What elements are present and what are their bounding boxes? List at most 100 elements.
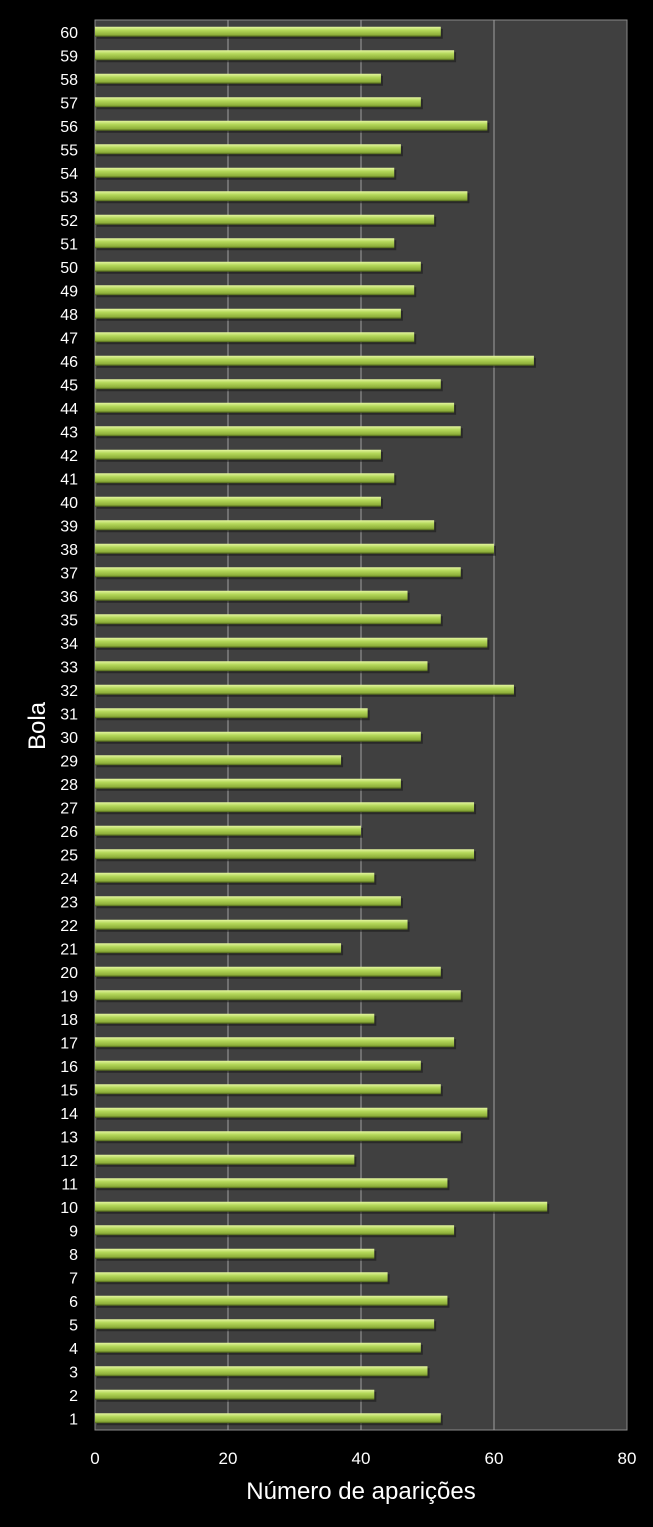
bar-10 xyxy=(95,1201,548,1212)
y-tick-label: 11 xyxy=(61,1176,78,1193)
y-tick-label: 27 xyxy=(60,800,78,817)
y-tick-label: 16 xyxy=(60,1059,78,1076)
bar-39 xyxy=(95,520,435,531)
bar-38 xyxy=(95,543,494,554)
bar-29 xyxy=(95,755,342,766)
bar-35 xyxy=(95,614,441,625)
y-tick-label: 43 xyxy=(60,424,78,441)
y-tick-label: 13 xyxy=(60,1129,78,1146)
y-tick-label: 36 xyxy=(60,589,78,606)
y-tick-label: 17 xyxy=(60,1035,78,1052)
y-tick-label: 48 xyxy=(60,307,78,324)
bar-24 xyxy=(95,872,375,883)
y-tick-label: 46 xyxy=(60,354,78,371)
bar-58 xyxy=(95,73,381,84)
y-tick-label: 44 xyxy=(60,401,78,418)
bar-30 xyxy=(95,731,421,742)
bar-42 xyxy=(95,449,381,460)
bar-22 xyxy=(95,919,408,930)
bar-3 xyxy=(95,1366,428,1377)
y-tick-label: 55 xyxy=(60,142,78,159)
bar-27 xyxy=(95,802,475,813)
y-tick-label: 40 xyxy=(60,495,78,512)
y-tick-label: 32 xyxy=(60,683,78,700)
bar-15 xyxy=(95,1084,441,1095)
y-tick-label: 5 xyxy=(69,1317,78,1334)
bar-44 xyxy=(95,402,455,413)
bar-12 xyxy=(95,1154,355,1165)
bar-37 xyxy=(95,567,461,578)
bar-47 xyxy=(95,332,415,343)
bar-14 xyxy=(95,1107,488,1118)
bar-11 xyxy=(95,1178,448,1189)
y-tick-label: 12 xyxy=(60,1153,78,1170)
bar-18 xyxy=(95,1013,375,1024)
bar-56 xyxy=(95,120,488,131)
y-tick-label: 38 xyxy=(60,542,78,559)
y-tick-label: 26 xyxy=(60,824,78,841)
bar-6 xyxy=(95,1295,448,1306)
y-tick-label: 54 xyxy=(60,166,78,183)
y-tick-label: 15 xyxy=(60,1082,78,1099)
y-tick-label: 20 xyxy=(60,965,78,982)
bar-21 xyxy=(95,943,342,954)
y-tick-label: 60 xyxy=(60,25,78,42)
y-tick-label: 58 xyxy=(60,72,78,89)
x-tick-label: 80 xyxy=(618,1449,637,1468)
y-tick-label: 22 xyxy=(60,918,78,935)
y-tick-label: 56 xyxy=(60,119,78,136)
bar-20 xyxy=(95,966,441,977)
y-tick-label: 10 xyxy=(60,1200,78,1217)
bar-28 xyxy=(95,778,401,789)
y-tick-label: 59 xyxy=(60,48,78,65)
bar-52 xyxy=(95,214,435,225)
bar-34 xyxy=(95,637,488,648)
bar-36 xyxy=(95,590,408,601)
bar-23 xyxy=(95,896,401,907)
y-tick-label: 7 xyxy=(69,1270,78,1287)
bar-53 xyxy=(95,191,468,202)
y-tick-label: 3 xyxy=(69,1364,78,1381)
x-tick-label: 20 xyxy=(219,1449,238,1468)
bar-41 xyxy=(95,473,395,484)
bar-48 xyxy=(95,308,401,319)
y-tick-label: 8 xyxy=(69,1247,78,1264)
y-tick-label: 42 xyxy=(60,448,78,465)
y-tick-label: 57 xyxy=(60,95,78,112)
bar-55 xyxy=(95,144,401,155)
y-tick-label: 29 xyxy=(60,753,78,770)
y-tick-label: 25 xyxy=(60,847,78,864)
bar-31 xyxy=(95,708,368,719)
y-tick-label: 6 xyxy=(69,1294,78,1311)
y-tick-label: 50 xyxy=(60,260,78,277)
bar-57 xyxy=(95,97,421,108)
bar-17 xyxy=(95,1037,455,1048)
y-tick-label: 28 xyxy=(60,777,78,794)
y-tick-label: 30 xyxy=(60,730,78,747)
bar-40 xyxy=(95,496,381,507)
y-tick-label: 51 xyxy=(60,236,78,253)
x-tick-label: 0 xyxy=(90,1449,99,1468)
y-tick-label: 53 xyxy=(60,189,78,206)
y-tick-label: 4 xyxy=(69,1341,78,1358)
y-axis-label: Bola xyxy=(24,701,51,751)
bar-50 xyxy=(95,261,421,272)
y-tick-label: 1 xyxy=(69,1411,78,1428)
y-tick-label: 47 xyxy=(60,330,78,347)
y-tick-label: 49 xyxy=(60,283,78,300)
y-tick-label: 2 xyxy=(69,1388,78,1405)
y-tick-label: 9 xyxy=(69,1223,78,1240)
bar-7 xyxy=(95,1272,388,1283)
bar-49 xyxy=(95,285,415,296)
bar-51 xyxy=(95,238,395,249)
bar-33 xyxy=(95,661,428,672)
y-tick-label: 14 xyxy=(60,1106,78,1123)
bar-45 xyxy=(95,379,441,390)
bar-16 xyxy=(95,1060,421,1071)
bar-8 xyxy=(95,1248,375,1259)
y-tick-label: 19 xyxy=(60,988,78,1005)
bar-59 xyxy=(95,50,455,61)
y-tick-label: 33 xyxy=(60,659,78,676)
